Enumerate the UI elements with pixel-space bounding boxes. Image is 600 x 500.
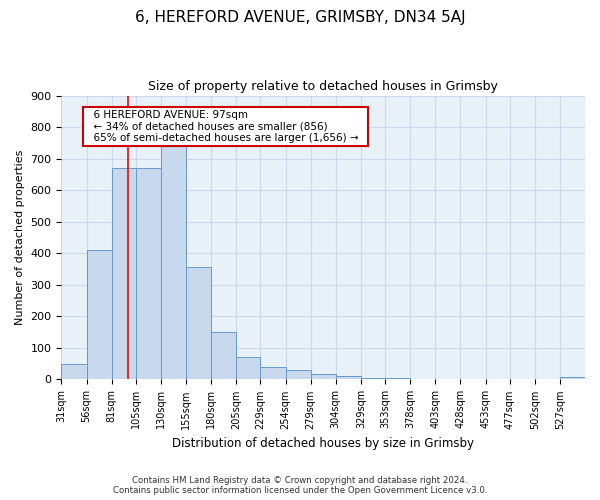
Text: 6, HEREFORD AVENUE, GRIMSBY, DN34 5AJ: 6, HEREFORD AVENUE, GRIMSBY, DN34 5AJ — [134, 10, 466, 25]
Bar — [385, 378, 410, 380]
Bar — [286, 370, 311, 380]
X-axis label: Distribution of detached houses by size in Grimsby: Distribution of detached houses by size … — [172, 437, 474, 450]
Bar — [560, 377, 585, 380]
Y-axis label: Number of detached properties: Number of detached properties — [15, 150, 25, 325]
Bar — [236, 358, 260, 380]
Bar — [336, 376, 361, 380]
Text: Contains HM Land Registry data © Crown copyright and database right 2024.
Contai: Contains HM Land Registry data © Crown c… — [113, 476, 487, 495]
Bar — [112, 168, 136, 380]
Bar — [61, 364, 86, 380]
Bar — [161, 143, 186, 380]
Bar — [136, 168, 161, 380]
Bar — [186, 268, 211, 380]
Bar — [361, 378, 385, 380]
Bar — [211, 332, 236, 380]
Bar — [260, 368, 286, 380]
Bar — [410, 379, 435, 380]
Bar — [311, 374, 336, 380]
Bar — [86, 250, 112, 380]
Text: 6 HEREFORD AVENUE: 97sqm
  ← 34% of detached houses are smaller (856)
  65% of s: 6 HEREFORD AVENUE: 97sqm ← 34% of detach… — [86, 110, 365, 143]
Title: Size of property relative to detached houses in Grimsby: Size of property relative to detached ho… — [148, 80, 498, 93]
